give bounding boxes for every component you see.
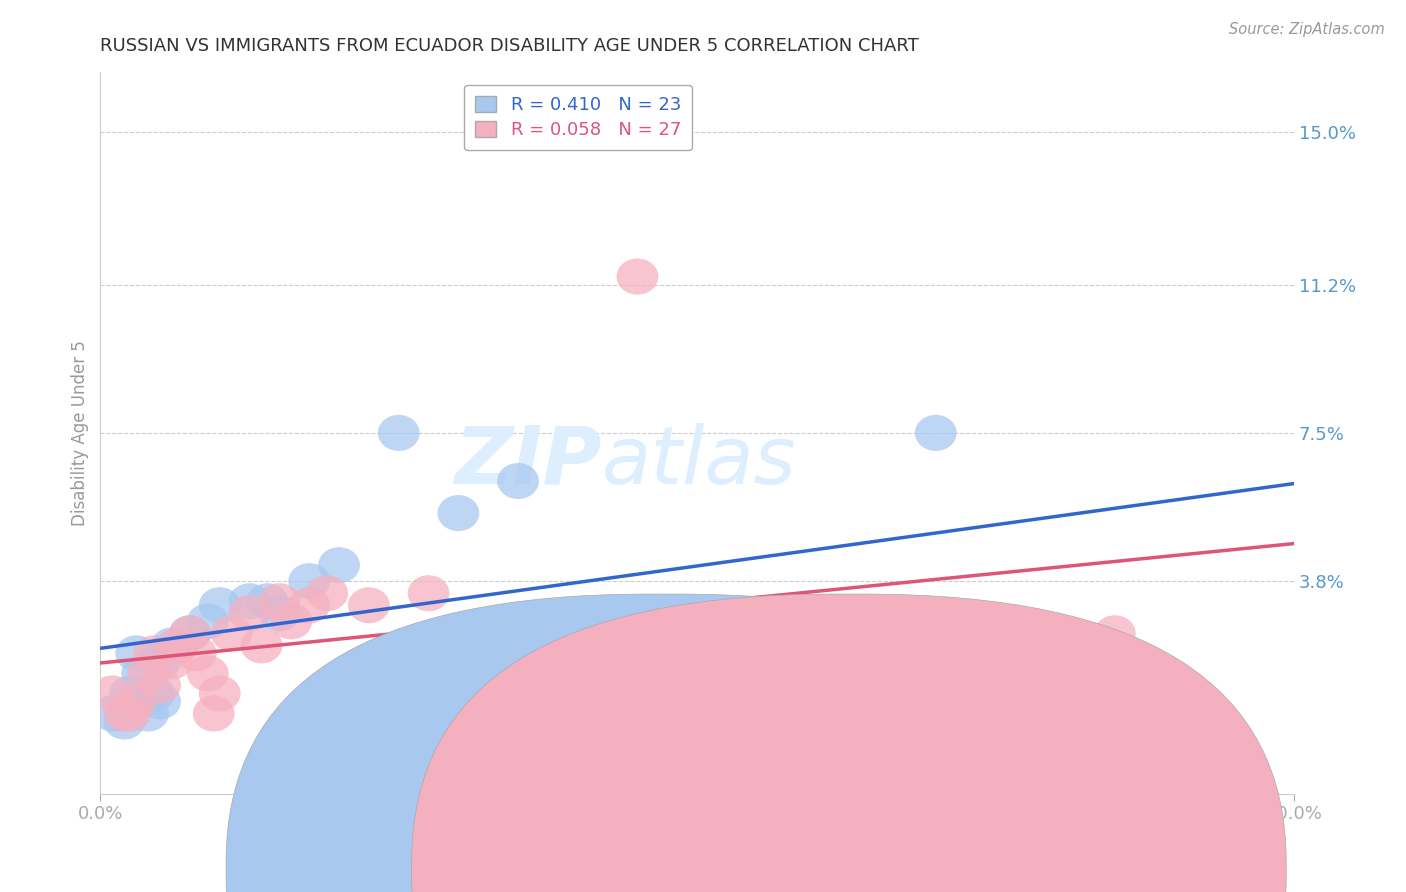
Y-axis label: Disability Age Under 5: Disability Age Under 5 (72, 340, 89, 526)
Ellipse shape (198, 587, 240, 624)
Ellipse shape (498, 463, 538, 499)
Ellipse shape (139, 667, 181, 704)
Ellipse shape (150, 643, 193, 680)
Ellipse shape (229, 595, 270, 632)
Ellipse shape (240, 627, 283, 664)
Ellipse shape (91, 675, 134, 712)
Ellipse shape (115, 635, 157, 672)
Ellipse shape (1094, 615, 1136, 651)
Ellipse shape (270, 603, 312, 640)
Text: Russians: Russians (683, 861, 756, 879)
Ellipse shape (259, 595, 301, 632)
Ellipse shape (127, 656, 169, 691)
Ellipse shape (174, 635, 217, 672)
Ellipse shape (378, 696, 419, 731)
Legend: R = 0.410   N = 23, R = 0.058   N = 27: R = 0.410 N = 23, R = 0.058 N = 27 (464, 85, 692, 150)
Text: Source: ZipAtlas.com: Source: ZipAtlas.com (1229, 22, 1385, 37)
Ellipse shape (408, 575, 450, 611)
Ellipse shape (115, 683, 157, 720)
Ellipse shape (169, 615, 211, 651)
Ellipse shape (318, 547, 360, 583)
Text: RUSSIAN VS IMMIGRANTS FROM ECUADOR DISABILITY AGE UNDER 5 CORRELATION CHART: RUSSIAN VS IMMIGRANTS FROM ECUADOR DISAB… (100, 37, 920, 55)
Ellipse shape (110, 675, 150, 712)
Ellipse shape (134, 675, 174, 712)
Ellipse shape (378, 415, 419, 451)
Ellipse shape (157, 627, 198, 664)
Ellipse shape (91, 696, 134, 731)
Ellipse shape (127, 696, 169, 731)
Ellipse shape (915, 415, 956, 451)
Ellipse shape (139, 683, 181, 720)
Ellipse shape (229, 583, 270, 619)
Ellipse shape (103, 704, 145, 739)
Ellipse shape (349, 587, 389, 624)
Ellipse shape (193, 696, 235, 731)
Ellipse shape (198, 675, 240, 712)
Ellipse shape (110, 696, 150, 731)
Ellipse shape (134, 635, 174, 672)
Ellipse shape (259, 583, 301, 619)
Ellipse shape (211, 615, 253, 651)
Ellipse shape (121, 656, 163, 691)
Text: ZIP: ZIP (454, 423, 602, 500)
Ellipse shape (437, 495, 479, 531)
Ellipse shape (288, 563, 330, 599)
Ellipse shape (1004, 683, 1046, 720)
Text: atlas: atlas (602, 423, 796, 500)
Ellipse shape (288, 587, 330, 624)
Ellipse shape (150, 627, 193, 664)
Ellipse shape (187, 603, 229, 640)
Ellipse shape (246, 583, 288, 619)
Ellipse shape (187, 656, 229, 691)
Ellipse shape (1154, 696, 1195, 731)
Ellipse shape (139, 643, 181, 680)
Ellipse shape (103, 696, 145, 731)
Ellipse shape (307, 575, 349, 611)
Text: Immigrants from Ecuador: Immigrants from Ecuador (866, 861, 1078, 879)
Ellipse shape (617, 259, 658, 294)
Ellipse shape (169, 615, 211, 651)
